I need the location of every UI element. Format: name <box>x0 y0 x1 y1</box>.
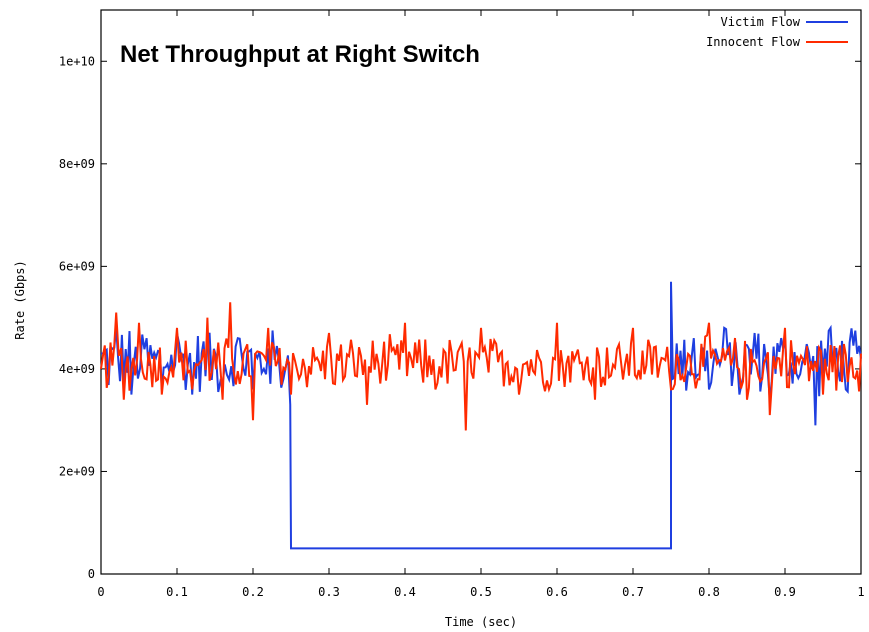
series-layer <box>100 281 862 550</box>
x-tick-label: 0.4 <box>394 585 416 599</box>
x-tick-label: 0 <box>97 585 104 599</box>
series-innocent-line <box>100 302 862 431</box>
x-tick-label: 0.2 <box>242 585 264 599</box>
legend-label-innocent: Innocent Flow <box>706 35 801 49</box>
plot-frame <box>100 9 862 575</box>
x-tick-label: 0.9 <box>774 585 796 599</box>
x-tick-label: 0.1 <box>166 585 188 599</box>
y-axis: 0 2e+09 4e+09 6e+09 8e+09 1e+10 <box>59 54 861 581</box>
y-tick-label: 4e+09 <box>59 362 95 376</box>
x-tick-label: 0.7 <box>622 585 644 599</box>
x-tick-label: 0.3 <box>318 585 340 599</box>
chart-title: Net Throughput at Right Switch <box>120 41 480 68</box>
x-tick-label: 1 <box>857 585 864 599</box>
legend: Victim Flow Innocent Flow <box>706 15 848 49</box>
y-tick-label: 1e+10 <box>59 54 95 68</box>
x-axis: 0 0.1 0.2 0.3 0.4 0.5 0.6 0.7 0.8 0.9 1 <box>97 10 865 599</box>
y-axis-label: Rate (Gbps) <box>13 260 27 339</box>
series-victim-line <box>100 281 862 550</box>
x-tick-label: 0.5 <box>470 585 492 599</box>
legend-label-victim: Victim Flow <box>721 15 801 29</box>
y-tick-label: 8e+09 <box>59 157 95 171</box>
x-tick-label: 0.8 <box>698 585 720 599</box>
x-tick-label: 0.6 <box>546 585 568 599</box>
y-tick-label: 2e+09 <box>59 464 95 478</box>
y-tick-label: 0 <box>88 567 95 581</box>
x-axis-label: Time (sec) <box>445 615 517 629</box>
y-tick-label: 6e+09 <box>59 259 95 273</box>
